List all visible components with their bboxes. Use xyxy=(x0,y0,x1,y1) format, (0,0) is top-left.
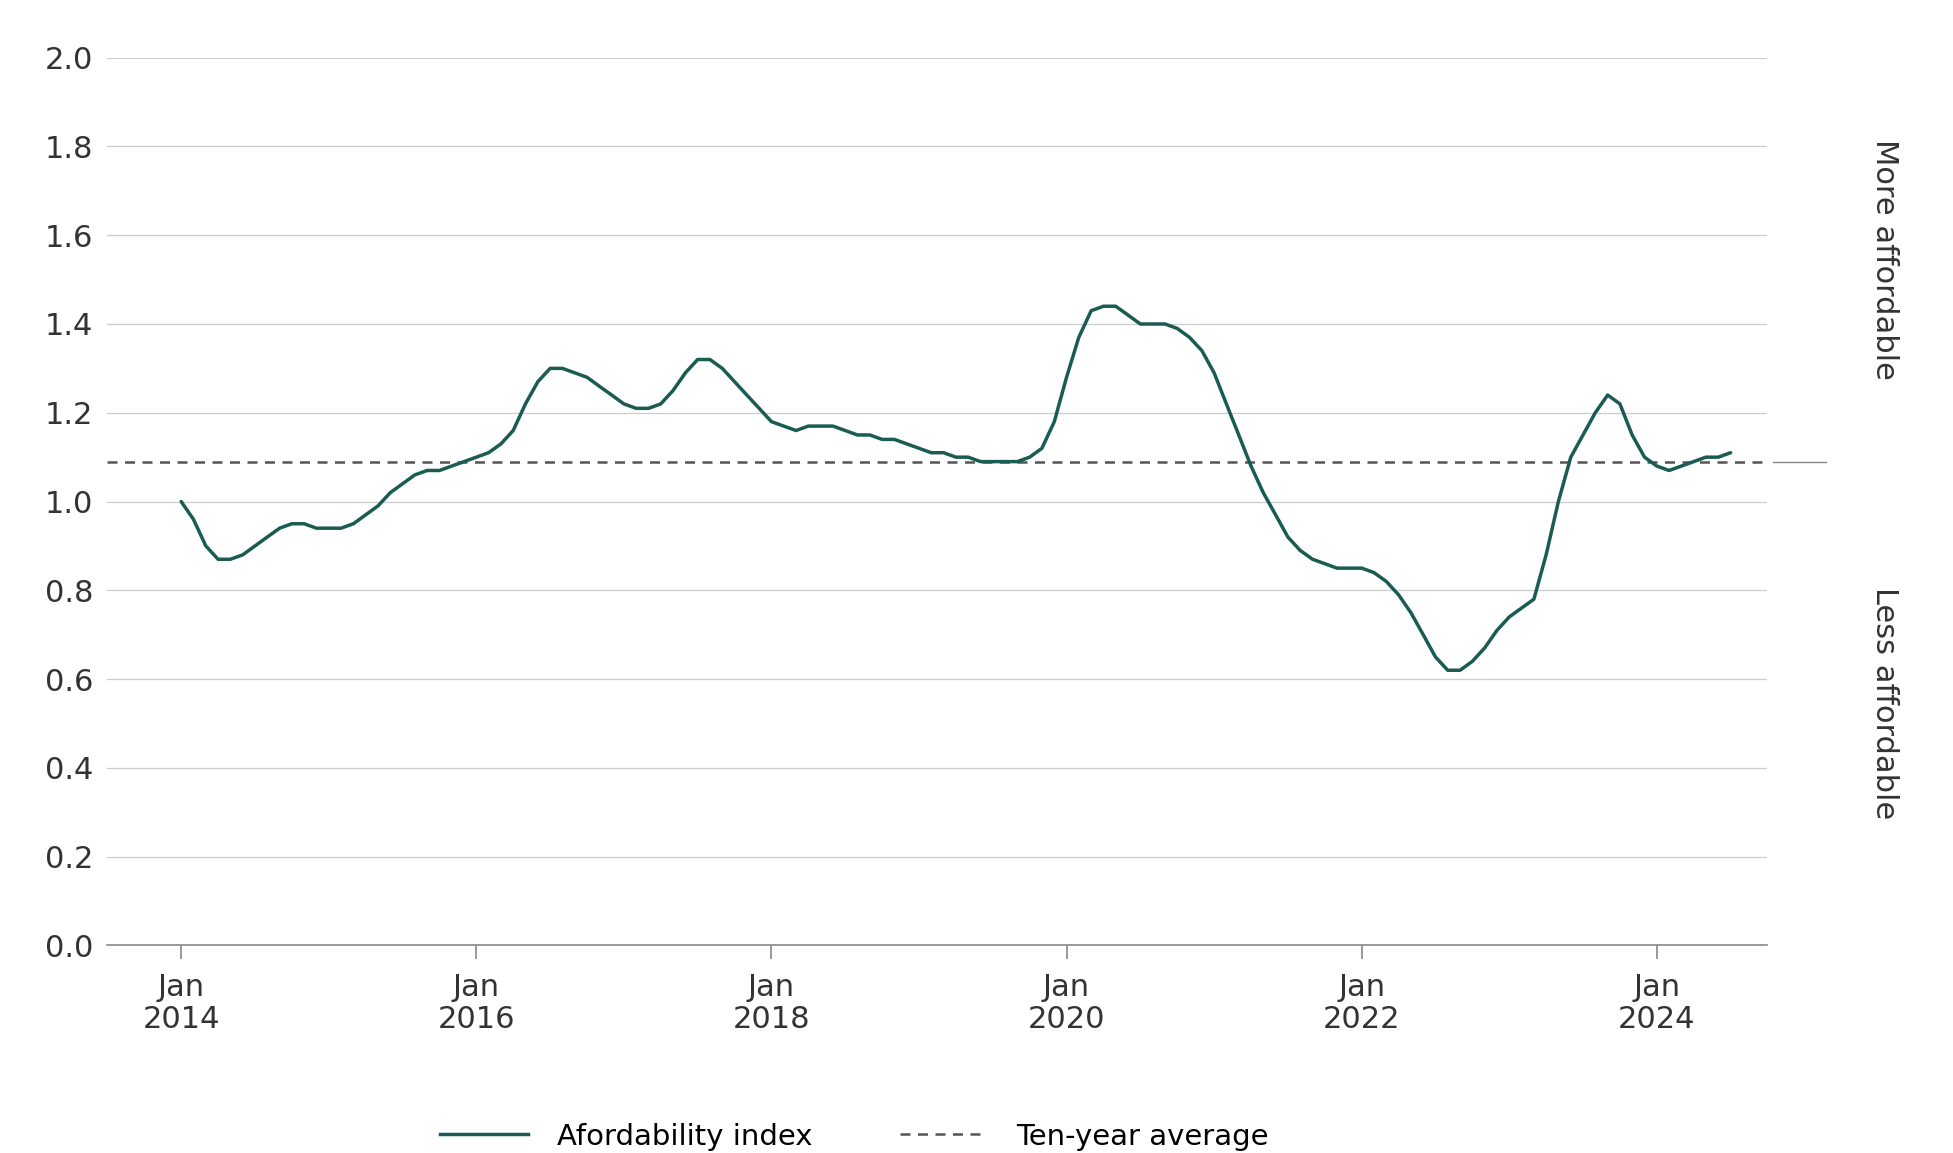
Text: More affordable: More affordable xyxy=(1871,140,1898,380)
Legend: Afordability index, Ten-year average: Afordability index, Ten-year average xyxy=(428,1111,1281,1153)
Text: Less affordable: Less affordable xyxy=(1871,587,1898,820)
